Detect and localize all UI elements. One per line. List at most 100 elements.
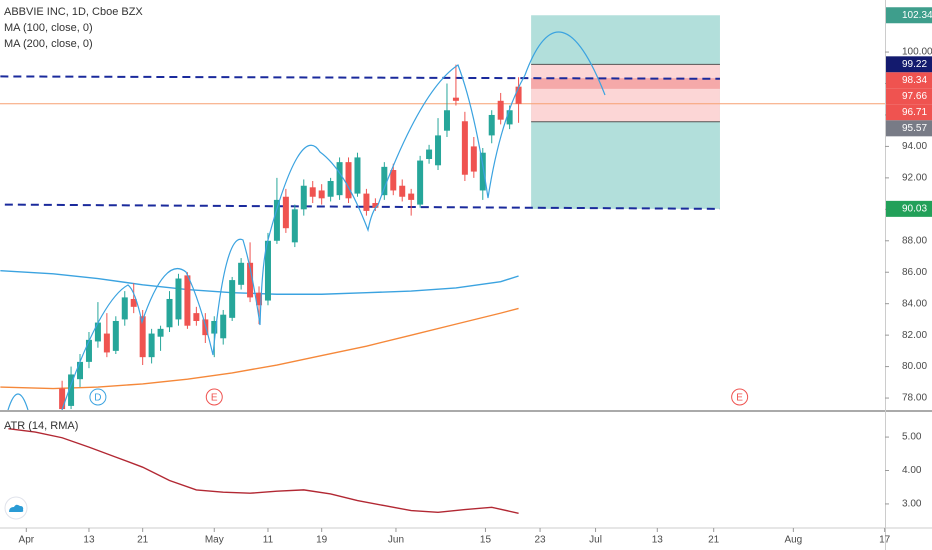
- dashed-level: [0, 75, 720, 80]
- line-series: [0, 269, 519, 295]
- candle-body: [175, 278, 182, 320]
- candle-body: [417, 160, 424, 205]
- price-badge-label: 102.34: [902, 10, 932, 21]
- line-series: [8, 428, 519, 514]
- y-tick-label: 84.00: [902, 298, 927, 309]
- x-tick-label: 13: [83, 535, 95, 546]
- candle-body: [238, 262, 245, 285]
- candle-body: [372, 203, 379, 208]
- candle-body: [381, 166, 388, 196]
- candle-body: [363, 193, 370, 211]
- candle-body: [166, 298, 173, 328]
- candle-body: [426, 149, 433, 159]
- legend-ma100: MA (100, close, 0): [4, 22, 93, 34]
- x-tick-label: 17: [879, 535, 891, 546]
- candle-body: [515, 86, 522, 104]
- candle-body: [399, 185, 406, 197]
- event-marker: [205, 388, 223, 406]
- atr-pane: [8, 428, 519, 514]
- x-tick-label: 23: [534, 535, 546, 546]
- price-badge: [886, 200, 932, 217]
- event-marker: [731, 388, 749, 406]
- price-badge-label: 90.03: [902, 203, 927, 214]
- candle-body: [112, 320, 119, 351]
- y-tick-label: 88.00: [902, 235, 927, 246]
- price-badge-label: 96.71: [902, 107, 927, 118]
- y-tick-label: 4.00: [902, 465, 922, 476]
- x-tick-label: 21: [708, 535, 720, 546]
- logo-cloud[interactable]: [9, 504, 24, 512]
- candle-body: [130, 298, 137, 307]
- candle-body: [247, 262, 254, 298]
- x-tick-label: 21: [137, 535, 149, 546]
- x-tick-label: 15: [480, 535, 492, 546]
- event-label: D: [94, 393, 101, 404]
- x-tick-label: 13: [652, 535, 664, 546]
- candle-body: [309, 187, 316, 197]
- price-badge-label: 95.57: [902, 123, 927, 134]
- candle-body: [273, 199, 280, 241]
- candle-body: [408, 193, 415, 200]
- candle-body: [264, 240, 271, 301]
- x-tick-label: May: [205, 535, 224, 546]
- dashed-level: [4, 203, 720, 210]
- candle-body: [506, 110, 513, 125]
- candle-body: [300, 185, 307, 210]
- price-pane: [0, 15, 885, 410]
- candle-body: [479, 152, 486, 191]
- candle-body: [327, 181, 334, 197]
- price-badge-label: 98.34: [902, 75, 927, 86]
- y-tick-label: 86.00: [902, 267, 927, 278]
- y-tick-label: 82.00: [902, 330, 927, 341]
- freehand-curve: [7, 31, 606, 410]
- candle-body: [157, 328, 164, 337]
- candle-body: [211, 320, 218, 334]
- x-tick-label: Aug: [784, 535, 802, 546]
- candle-body: [94, 322, 101, 342]
- legend-ma200: MA (200, close, 0): [4, 38, 93, 50]
- line-series: [0, 307, 519, 390]
- candle-body: [354, 157, 361, 194]
- candle-body: [291, 209, 298, 243]
- price-badge-label: 99.22: [902, 59, 927, 70]
- price-badge-label: 97.66: [902, 91, 927, 102]
- x-tick-label: Jun: [388, 535, 404, 546]
- candle-body: [470, 146, 477, 172]
- candle-body: [390, 170, 397, 191]
- y-tick-label: 80.00: [902, 361, 927, 372]
- price-badge: [886, 72, 932, 89]
- symbol-title: ABBVIE INC, 1D, Cboe BZX: [4, 6, 143, 18]
- candle-body: [336, 162, 343, 196]
- candle-body: [443, 110, 450, 131]
- price-badge: [886, 7, 932, 24]
- y-tick-label: 78.00: [902, 393, 927, 404]
- candle-body: [77, 361, 84, 380]
- candle-body: [59, 388, 66, 410]
- y-tick-label: 94.00: [902, 141, 927, 152]
- candle-body: [229, 280, 236, 318]
- x-tick-label: Apr: [19, 535, 35, 546]
- candle-body: [220, 314, 227, 339]
- candle-body: [497, 100, 504, 120]
- price-badge: [886, 56, 932, 73]
- price-badge: [886, 88, 932, 105]
- axes: 78.0080.0082.0084.0086.0088.0090.0092.00…: [19, 7, 932, 546]
- candle-body: [461, 121, 468, 175]
- candle-body: [256, 292, 263, 306]
- position-zone: [531, 78, 720, 89]
- atr-title: ATR (14, RMA): [4, 420, 78, 432]
- x-tick-label: 19: [316, 535, 328, 546]
- y-tick-label: 92.00: [902, 173, 927, 184]
- candle-body: [103, 333, 110, 353]
- candle-body: [488, 114, 495, 136]
- event-marker: [89, 388, 107, 406]
- candle-body: [85, 339, 92, 362]
- candle-body: [318, 190, 325, 199]
- candle-body: [345, 162, 352, 199]
- x-tick-label: Jul: [589, 535, 602, 546]
- event-label: E: [211, 393, 218, 404]
- tradingview-logo[interactable]: [4, 496, 28, 520]
- candle-body: [435, 135, 442, 166]
